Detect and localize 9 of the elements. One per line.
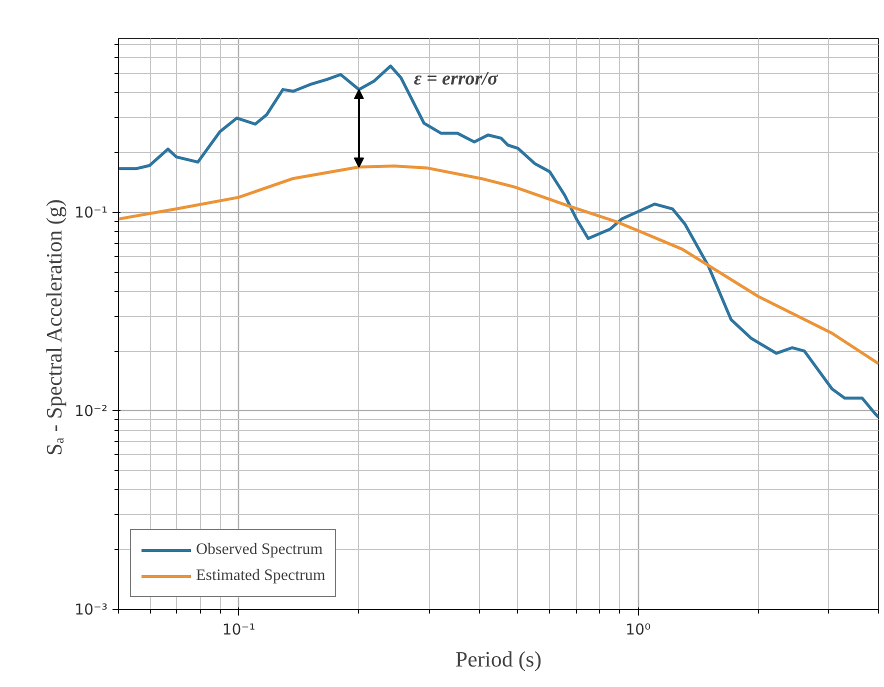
- x-tick-label: 10⁰: [626, 620, 651, 638]
- legend-label: Estimated Spectrum: [196, 567, 326, 585]
- y-axis-title: Sₐ - Spectral Acceleration (g): [41, 199, 66, 456]
- x-axis-title: Period (s): [455, 646, 542, 672]
- y-tick-label: 10⁻³: [74, 600, 108, 618]
- legend-label: Observed Spectrum: [196, 541, 323, 559]
- y-tick-label: 10⁻¹: [74, 203, 108, 222]
- annotation: ε = error/σ: [414, 68, 498, 90]
- y-tick-label: 10⁻²: [74, 402, 108, 420]
